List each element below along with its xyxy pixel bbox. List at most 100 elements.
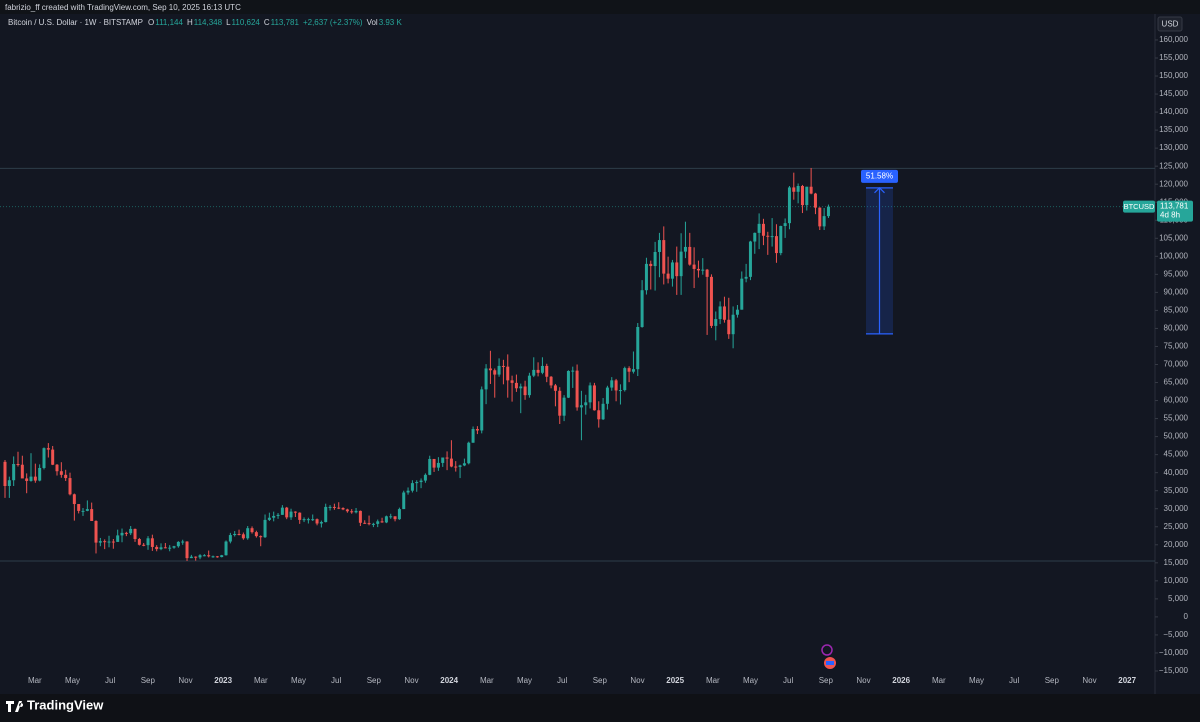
candle-body bbox=[666, 273, 670, 279]
x-tick-label: 2025 bbox=[666, 676, 684, 685]
ohlc-value: 110,624 bbox=[232, 18, 261, 27]
x-tick-label: Mar bbox=[254, 676, 268, 685]
candle-body bbox=[72, 494, 76, 505]
candle-body bbox=[553, 385, 557, 391]
candle-body bbox=[566, 370, 570, 398]
candle-body bbox=[328, 506, 332, 508]
candle-body bbox=[740, 278, 744, 310]
candle-body bbox=[263, 519, 267, 538]
x-tick-label: Jul bbox=[557, 676, 567, 685]
x-tick-label: Sep bbox=[141, 676, 156, 685]
candle-body bbox=[475, 429, 479, 431]
y-tick-label: 70,000 bbox=[1164, 360, 1189, 369]
ticker: BTCUSD bbox=[1124, 202, 1155, 211]
candle-body bbox=[107, 541, 111, 543]
candle-body bbox=[588, 385, 592, 403]
candle-body bbox=[302, 519, 306, 521]
candle-body bbox=[7, 480, 11, 487]
candle-body bbox=[293, 511, 297, 513]
candle-body bbox=[497, 365, 501, 375]
candle-body bbox=[623, 368, 627, 391]
candle-body bbox=[211, 556, 215, 558]
ohlc-key: H bbox=[187, 18, 193, 27]
candle-body bbox=[631, 369, 635, 372]
y-tick-label: 90,000 bbox=[1164, 287, 1189, 296]
legend: Bitcoin / U.S. Dollar · 1W · BITSTAMP O 11… bbox=[8, 18, 402, 27]
ohlc-key: L bbox=[226, 18, 231, 27]
candle-body bbox=[549, 376, 553, 386]
candle-body bbox=[384, 516, 388, 523]
price-range-arrowhead bbox=[874, 186, 885, 194]
candle-body bbox=[189, 556, 193, 559]
candle-body bbox=[354, 510, 358, 513]
candle-body bbox=[55, 464, 59, 472]
candle-body bbox=[98, 541, 102, 543]
candle-body bbox=[735, 309, 739, 315]
x-tick-label: Sep bbox=[1045, 676, 1060, 685]
candle-body bbox=[597, 410, 601, 420]
candle-body bbox=[683, 246, 687, 252]
candle-body bbox=[272, 515, 276, 518]
candle-body bbox=[766, 235, 770, 237]
candle-body bbox=[250, 528, 254, 533]
candle-body bbox=[111, 541, 115, 543]
candle-body bbox=[380, 521, 384, 523]
candle-body bbox=[423, 474, 427, 481]
x-tick-label: 2023 bbox=[214, 676, 232, 685]
x-tick-label: May bbox=[517, 676, 532, 685]
x-tick-label: 2026 bbox=[892, 676, 910, 685]
candle-body bbox=[727, 319, 731, 335]
candle-body bbox=[579, 405, 583, 408]
candle-body bbox=[636, 326, 640, 370]
ohlc-key: O bbox=[148, 18, 154, 27]
candle-body bbox=[757, 223, 761, 233]
candle-body bbox=[376, 521, 380, 524]
candle-body bbox=[744, 276, 748, 279]
candle-body bbox=[25, 478, 29, 481]
candle-body bbox=[315, 519, 319, 524]
candle-body bbox=[514, 382, 518, 389]
y-tick-label: 55,000 bbox=[1164, 414, 1189, 423]
candle-body bbox=[194, 556, 198, 558]
candle-body bbox=[155, 546, 159, 550]
candle-body bbox=[246, 528, 250, 539]
candle-body bbox=[198, 555, 202, 558]
candle-body bbox=[662, 240, 666, 274]
candle-body bbox=[644, 263, 648, 291]
candle-body bbox=[688, 246, 692, 265]
y-tick-label: 105,000 bbox=[1159, 233, 1188, 242]
candle-body bbox=[441, 457, 445, 463]
candle-body bbox=[584, 402, 588, 406]
candle-body bbox=[94, 520, 98, 543]
candle-body bbox=[701, 269, 705, 271]
x-tick-label: Jul bbox=[1009, 676, 1019, 685]
candle-body bbox=[805, 186, 809, 206]
candle-body bbox=[770, 236, 774, 238]
candle-body bbox=[432, 458, 436, 468]
candle-body bbox=[653, 251, 657, 267]
ohlc-value: 111,144 bbox=[155, 18, 183, 27]
candle-body bbox=[51, 449, 55, 465]
candle-body bbox=[813, 193, 817, 208]
event-icon[interactable] bbox=[821, 644, 833, 656]
candle-body bbox=[285, 507, 289, 518]
event-icons bbox=[821, 644, 836, 669]
candle-body bbox=[280, 507, 284, 515]
x-tick-label: Sep bbox=[593, 676, 608, 685]
x-tick-label: Mar bbox=[706, 676, 720, 685]
candle-body bbox=[81, 510, 85, 512]
countdown: 4d 8h bbox=[1160, 211, 1180, 220]
candle-body bbox=[159, 547, 163, 550]
candle-body bbox=[120, 532, 124, 536]
candle-body bbox=[449, 458, 453, 467]
candle-body bbox=[748, 241, 752, 277]
candle-body bbox=[445, 457, 449, 459]
candle-body bbox=[510, 380, 514, 383]
candle-body bbox=[33, 476, 37, 481]
x-tick-label: May bbox=[969, 676, 984, 685]
x-tick-label: 2027 bbox=[1118, 676, 1136, 685]
candle-body bbox=[792, 187, 796, 192]
candle-body bbox=[358, 510, 362, 523]
